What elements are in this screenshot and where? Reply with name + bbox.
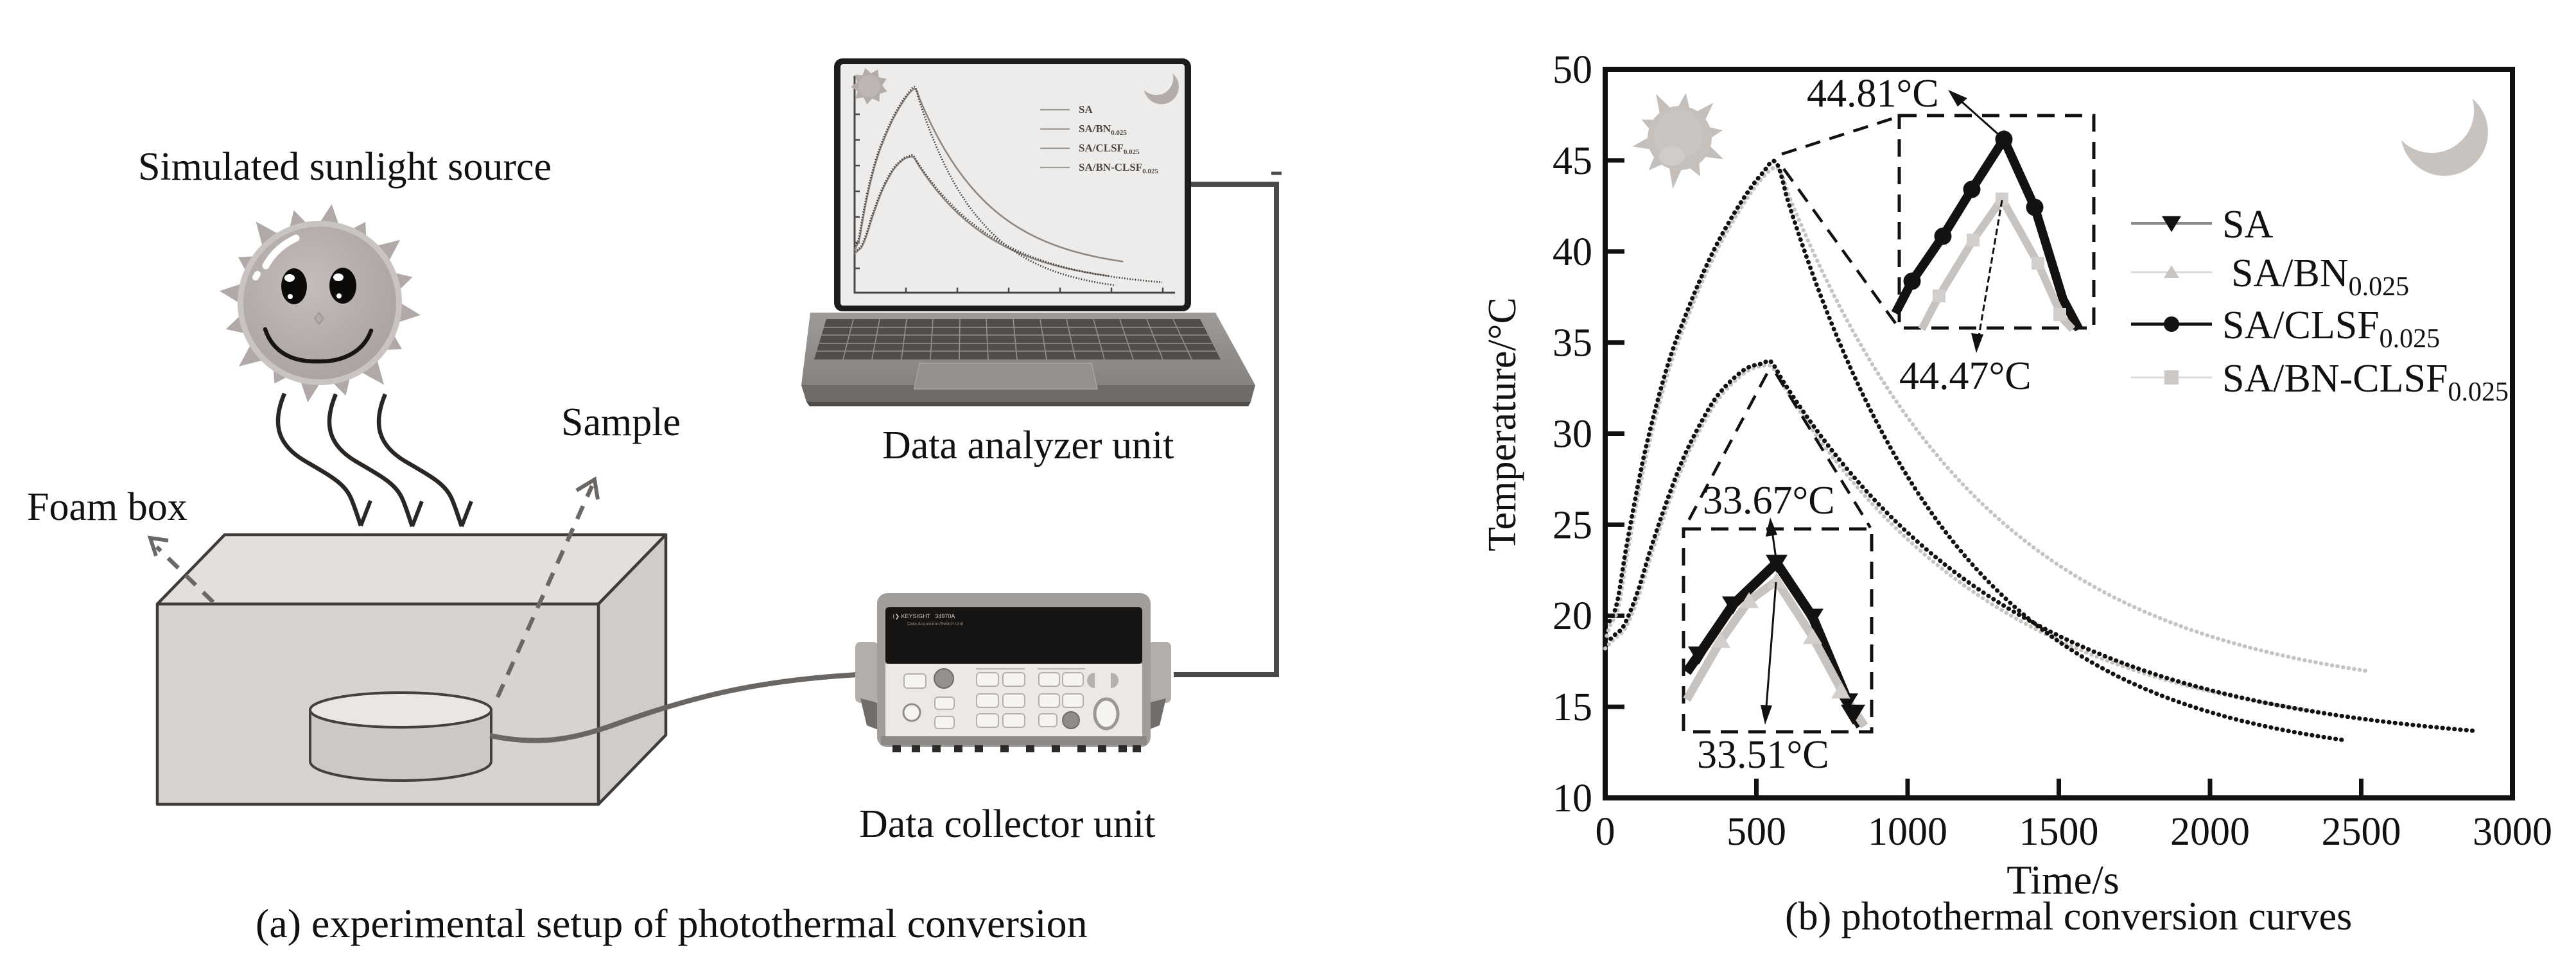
svg-text:3000: 3000	[2473, 810, 2552, 854]
svg-text:44.81°C: 44.81°C	[1807, 72, 1939, 116]
svg-text:Data collector unit: Data collector unit	[859, 802, 1155, 846]
svg-text:1000: 1000	[1868, 810, 1947, 854]
svg-text:50: 50	[1553, 48, 1592, 92]
svg-text:Time/s: Time/s	[2006, 857, 2119, 903]
svg-text:33.51°C: 33.51°C	[1697, 733, 1829, 777]
svg-text:Data Acquisition/Switch Unit: Data Acquisition/Switch Unit	[907, 622, 963, 627]
svg-text:⟨❯ KEYSIGHT 34970A: ⟨❯ KEYSIGHT 34970A	[892, 613, 955, 620]
svg-text:Sample: Sample	[561, 401, 681, 444]
svg-text:2000: 2000	[2170, 810, 2250, 854]
svg-text:(a) experimental setup of phot: (a) experimental setup of photothermal c…	[256, 901, 1088, 946]
svg-text:44.47°C: 44.47°C	[1899, 354, 2032, 398]
svg-text:20: 20	[1553, 594, 1592, 638]
svg-text:Simulated sunlight source: Simulated sunlight source	[138, 145, 552, 189]
svg-text:SA: SA	[2222, 203, 2273, 246]
svg-text:10: 10	[1553, 777, 1592, 820]
svg-text:35: 35	[1553, 322, 1592, 365]
svg-text:SA: SA	[1079, 103, 1093, 116]
svg-text:15: 15	[1553, 686, 1592, 729]
svg-text:2500: 2500	[2322, 810, 2401, 854]
svg-text:25: 25	[1553, 503, 1592, 547]
svg-text:(b) photothermal conversion cu: (b) photothermal conversion curves	[1785, 895, 2352, 938]
svg-text:33.67°C: 33.67°C	[1703, 479, 1835, 523]
svg-text:Foam box: Foam box	[27, 485, 187, 529]
svg-text:Temperature/°C: Temperature/°C	[1481, 297, 1524, 551]
svg-text:1500: 1500	[2019, 810, 2099, 854]
svg-text:40: 40	[1553, 230, 1592, 274]
svg-text:45: 45	[1553, 139, 1592, 183]
svg-text:30: 30	[1553, 413, 1592, 456]
svg-text:0: 0	[1596, 810, 1615, 854]
svg-text:SA/BN-CLSF0.025: SA/BN-CLSF0.025	[1079, 161, 1158, 175]
svg-text:Data analyzer unit: Data analyzer unit	[882, 424, 1174, 467]
svg-text:500: 500	[1727, 810, 1786, 854]
